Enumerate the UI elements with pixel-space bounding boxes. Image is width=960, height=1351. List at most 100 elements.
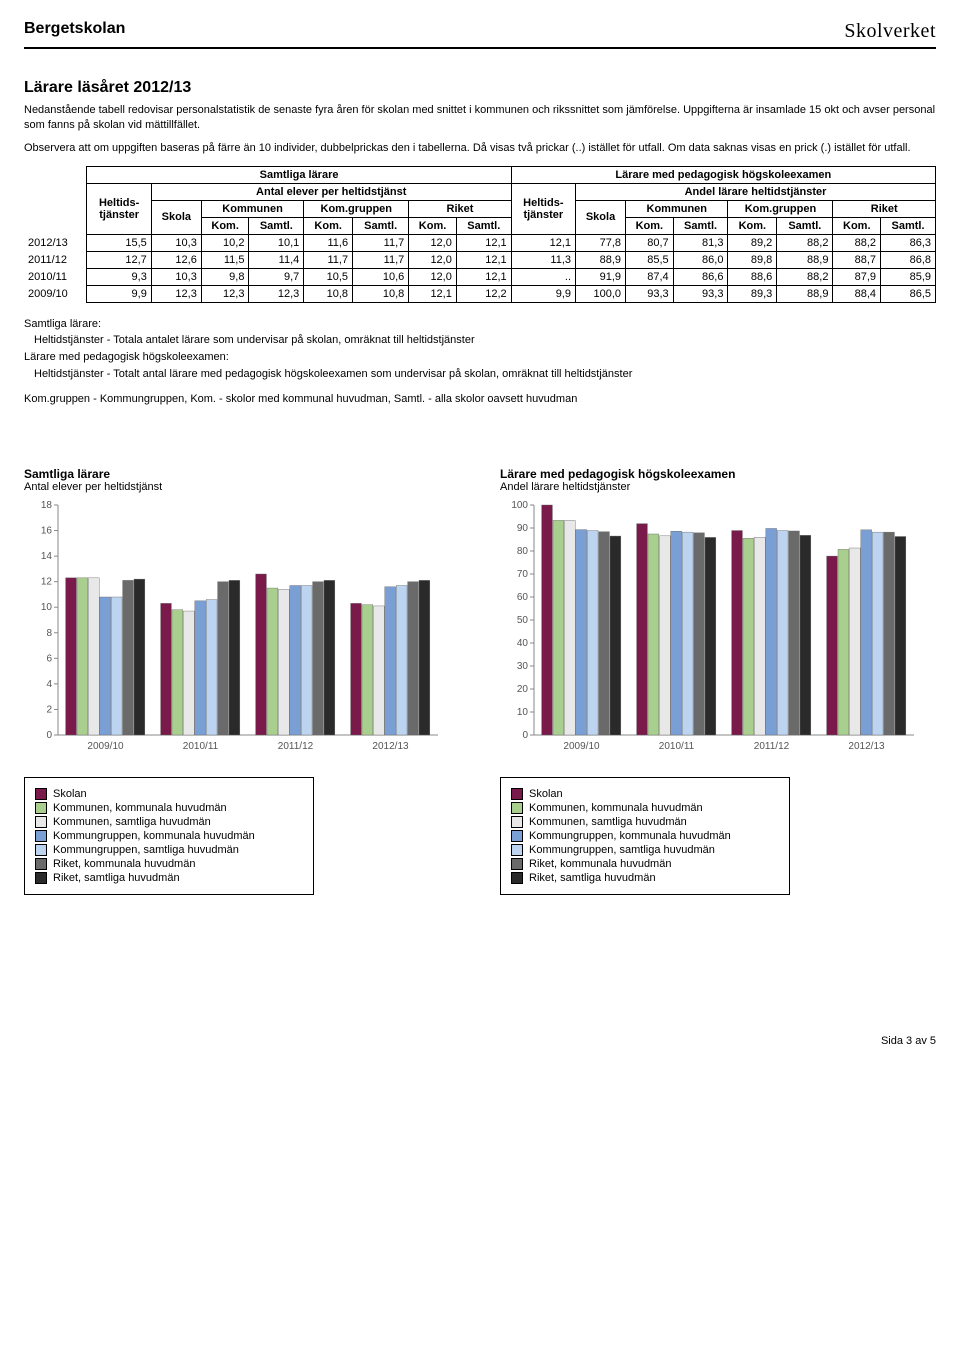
cell-value: 85,9 <box>881 268 936 285</box>
cell-value: 12,1 <box>456 268 511 285</box>
th-kommunen-l: Kommunen <box>201 200 303 217</box>
cell-value: 86,3 <box>881 234 936 251</box>
cell-value: 88,2 <box>833 234 881 251</box>
cell-value: 12,0 <box>409 234 457 251</box>
cell-value: 88,2 <box>777 234 833 251</box>
svg-text:50: 50 <box>517 615 529 626</box>
legend-item: Kommunen, kommunala huvudmän <box>35 802 303 814</box>
cell-value: 15,5 <box>87 234 151 251</box>
legend-label: Kommungruppen, samtliga huvudmän <box>53 844 239 856</box>
legend-label: Kommunen, samtliga huvudmän <box>529 816 687 828</box>
svg-text:2010/11: 2010/11 <box>659 741 695 752</box>
svg-text:2011/12: 2011/12 <box>278 741 314 752</box>
legend-label: Skolan <box>53 788 87 800</box>
legend-label: Riket, samtliga huvudmän <box>53 872 180 884</box>
th-samtl: Samtl. <box>673 217 728 234</box>
cell-value: 11,4 <box>249 251 304 268</box>
cell-value: 10,5 <box>304 268 353 285</box>
svg-text:40: 40 <box>517 638 529 649</box>
th-heltid-l: Heltids- tjänster <box>87 183 151 234</box>
cell-value: 10,1 <box>249 234 304 251</box>
cell-value: 89,2 <box>728 234 777 251</box>
svg-text:2009/10: 2009/10 <box>563 741 600 752</box>
cell-value: 10,2 <box>201 234 249 251</box>
svg-text:2012/13: 2012/13 <box>372 741 409 752</box>
legend-swatch <box>35 830 47 842</box>
th-pedagogisk: Lärare med pedagogisk högskoleexamen <box>511 166 935 183</box>
th-komgrupp-r: Kom.gruppen <box>728 200 833 217</box>
cell-value: 12,3 <box>151 285 201 302</box>
cell-value: 12,1 <box>456 251 511 268</box>
chart-left-subtitle: Antal elever per heltidstjänst <box>24 481 460 493</box>
cell-value: 11,6 <box>304 234 353 251</box>
legend-label: Riket, kommunala huvudmän <box>529 858 671 870</box>
cell-value: 81,3 <box>673 234 728 251</box>
th-kom: Kom. <box>833 217 881 234</box>
th-riket-r: Riket <box>833 200 936 217</box>
cell-value: 10,6 <box>353 268 409 285</box>
th-skola-r: Skola <box>576 200 626 234</box>
svg-text:30: 30 <box>517 661 529 672</box>
svg-text:20: 20 <box>517 684 529 695</box>
cell-value: 91,9 <box>576 268 626 285</box>
cell-value: 86,0 <box>673 251 728 268</box>
th-kom: Kom. <box>626 217 674 234</box>
legend-swatch <box>511 816 523 828</box>
legend-item: Skolan <box>35 788 303 800</box>
legend-swatch <box>35 788 47 800</box>
th-riket-l: Riket <box>409 200 511 217</box>
table-row: 2009/109,912,312,312,310,810,812,112,29,… <box>24 285 936 302</box>
table-row: 2010/119,310,39,89,710,510,612,012,1..91… <box>24 268 936 285</box>
svg-text:2009/10: 2009/10 <box>87 741 124 752</box>
cell-value: 11,7 <box>353 234 409 251</box>
cell-value: 11,7 <box>304 251 353 268</box>
cell-value: 88,7 <box>833 251 881 268</box>
fn-a: Samtliga lärare: <box>24 317 936 332</box>
svg-text:14: 14 <box>41 551 53 562</box>
page-footer: Sida 3 av 5 <box>24 1035 936 1047</box>
legend-swatch <box>35 844 47 856</box>
page-header: Bergetskolan Skolverket <box>24 20 936 49</box>
th-samtl: Samtl. <box>353 217 409 234</box>
legend-label: Riket, samtliga huvudmän <box>529 872 656 884</box>
school-name: Bergetskolan <box>24 20 125 38</box>
intro-p1: Nedanstående tabell redovisar personalst… <box>24 103 936 133</box>
th-kommunen-r: Kommunen <box>626 200 728 217</box>
svg-text:2012/13: 2012/13 <box>848 741 885 752</box>
svg-text:4: 4 <box>46 679 52 690</box>
th-samtl: Samtl. <box>456 217 511 234</box>
cell-value: 100,0 <box>576 285 626 302</box>
legend-swatch <box>511 788 523 800</box>
cell-value: 85,5 <box>626 251 674 268</box>
cell-value: 12,1 <box>409 285 457 302</box>
legend-swatch <box>35 872 47 884</box>
cell-value: 10,8 <box>353 285 409 302</box>
svg-text:10: 10 <box>41 602 53 613</box>
legend-left: Skolan Kommunen, kommunala huvudmän Kommun… <box>24 777 314 895</box>
svg-text:60: 60 <box>517 592 529 603</box>
intro-text: Nedanstående tabell redovisar personalst… <box>24 103 936 156</box>
legend-swatch <box>35 802 47 814</box>
cell-value: 12,0 <box>409 251 457 268</box>
legend-label: Skolan <box>529 788 563 800</box>
legend-swatch <box>511 858 523 870</box>
svg-text:90: 90 <box>517 523 529 534</box>
cell-value: 86,8 <box>881 251 936 268</box>
chart-right: 01020304050607080901002009/102010/112011… <box>500 499 920 759</box>
svg-text:0: 0 <box>46 730 52 741</box>
cell-value: 12,3 <box>201 285 249 302</box>
svg-text:18: 18 <box>41 500 53 511</box>
cell-value: 87,9 <box>833 268 881 285</box>
legend-label: Kommunen, kommunala huvudmän <box>529 802 703 814</box>
legend-label: Kommungruppen, kommunala huvudmän <box>53 830 255 842</box>
cell-value: 89,8 <box>728 251 777 268</box>
svg-text:16: 16 <box>41 525 53 536</box>
th-antal: Antal elever per heltidstjänst <box>151 183 511 200</box>
cell-value: 12,1 <box>456 234 511 251</box>
cell-value: 12,1 <box>511 234 575 251</box>
th-komgrupp-l: Kom.gruppen <box>304 200 409 217</box>
th-kom: Kom. <box>409 217 457 234</box>
svg-text:6: 6 <box>46 653 52 664</box>
cell-value: 12,2 <box>456 285 511 302</box>
cell-value: 12,0 <box>409 268 457 285</box>
